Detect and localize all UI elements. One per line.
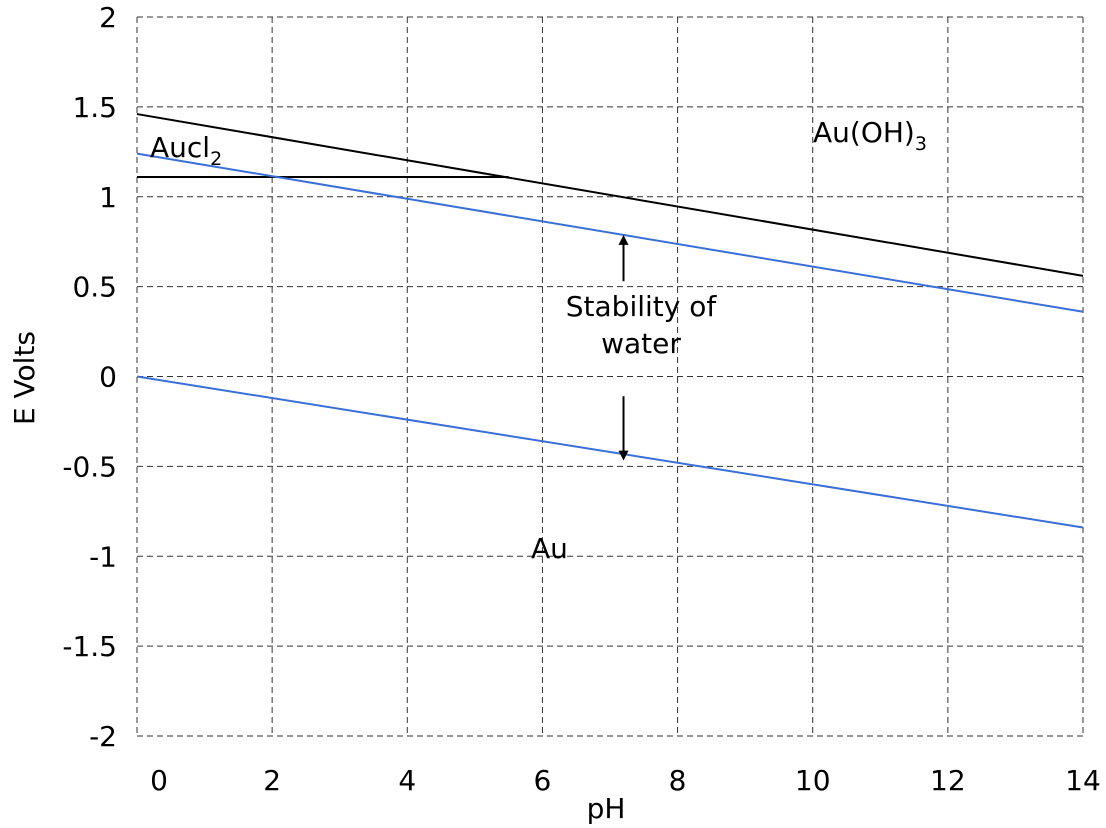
x-axis-title: pH — [587, 792, 626, 825]
x-tick-14: 14 — [1065, 764, 1101, 797]
label-au: Au — [531, 532, 568, 565]
y-tick-0.5: 0.5 — [72, 271, 117, 304]
label-auoh3: Au(OH)3 — [813, 116, 927, 155]
grid — [136, 16, 1084, 737]
series-lines — [136, 113, 1084, 529]
y-axis-title: E Volts — [8, 331, 41, 425]
series-line-4 — [136, 375, 1084, 529]
label-aucl2: Aucl2 — [150, 131, 222, 170]
series-line-3 — [136, 152, 1084, 313]
x-tick-6: 6 — [534, 764, 552, 797]
x-tick-labels: 0 2 4 6 8 10 12 14 — [150, 764, 1101, 797]
y-tick-0: 0 — [99, 361, 117, 394]
x-tick-10: 10 — [795, 764, 831, 797]
y-tick-1: 1 — [99, 181, 117, 214]
plot-frame — [136, 17, 1083, 737]
y-tick-2: 2 — [99, 1, 117, 34]
label-stability-line1: Stability of — [566, 290, 718, 323]
y-tick-labels: 2 1.5 1 0.5 0 -0.5 -1 -1.5 -2 — [62, 1, 117, 753]
y-tick--1: -1 — [89, 540, 117, 573]
x-tick-0: 0 — [150, 764, 168, 797]
x-tick-12: 12 — [930, 764, 966, 797]
y-tick--0.5: -0.5 — [62, 450, 117, 483]
x-tick-4: 4 — [398, 764, 416, 797]
y-tick--1.5: -1.5 — [62, 630, 117, 663]
x-tick-8: 8 — [669, 764, 687, 797]
label-stability-line2: water — [601, 327, 681, 360]
series-line-1 — [136, 113, 1084, 277]
y-tick-1.5: 1.5 — [72, 91, 117, 124]
y-tick--2: -2 — [89, 720, 117, 753]
x-tick-2: 2 — [263, 764, 281, 797]
